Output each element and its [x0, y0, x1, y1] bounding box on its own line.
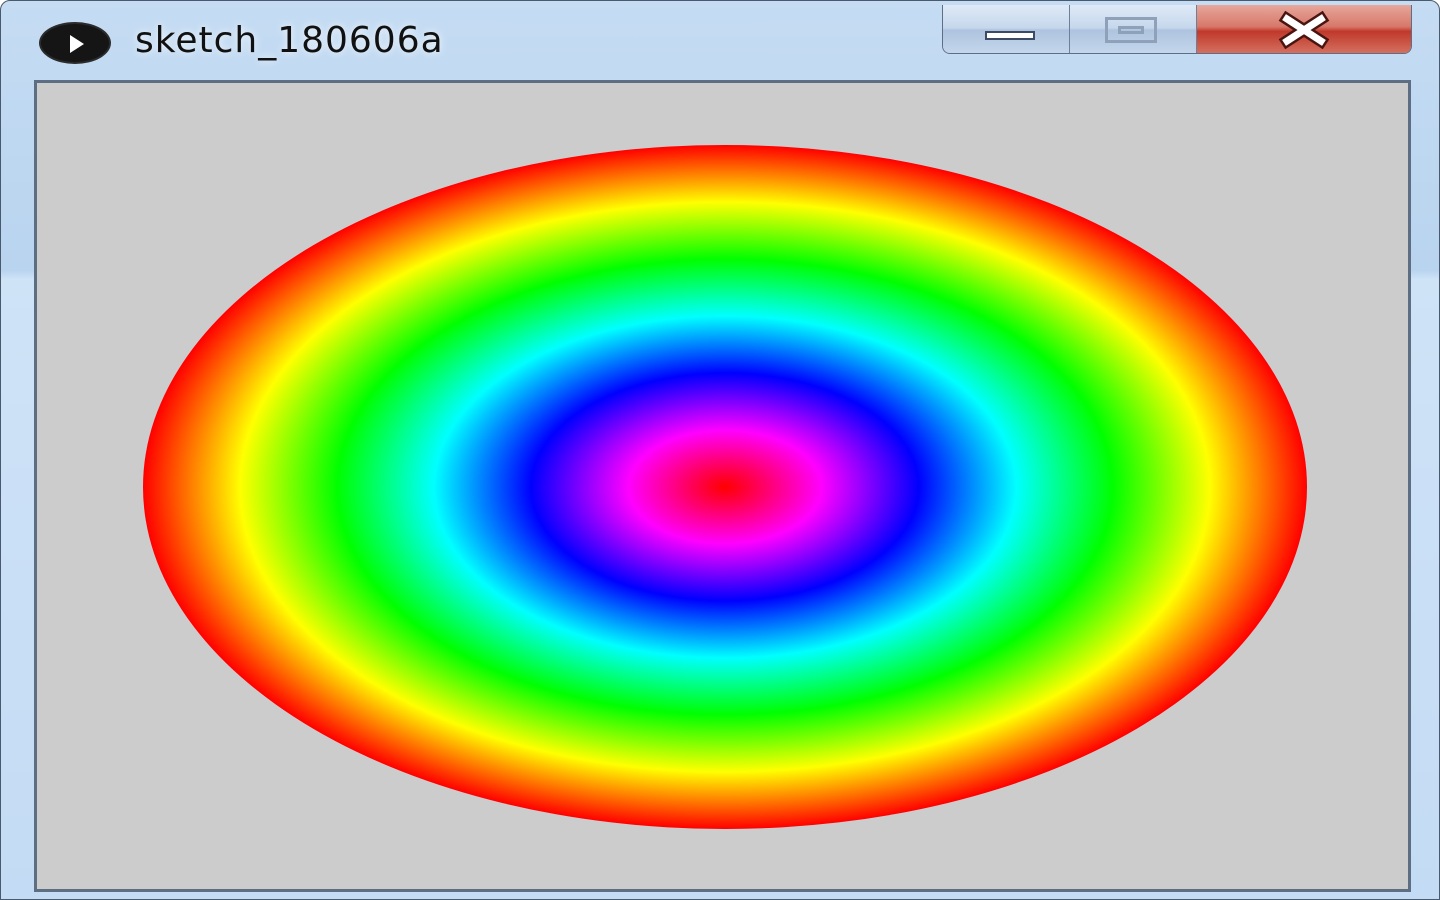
close-button[interactable] — [1197, 5, 1411, 53]
maximize-icon — [1105, 17, 1157, 43]
close-icon — [1278, 10, 1330, 50]
sketch-drawing — [143, 145, 1307, 829]
processing-play-icon[interactable] — [39, 22, 111, 64]
title-bar[interactable]: sketch_180606a — [1, 1, 1439, 79]
rainbow-ellipse — [143, 145, 1307, 829]
window-controls — [942, 5, 1412, 54]
minimize-button[interactable] — [943, 5, 1070, 53]
sketch-canvas[interactable] — [34, 80, 1411, 892]
window-title: sketch_180606a — [135, 20, 444, 61]
maximize-button[interactable] — [1070, 5, 1197, 53]
minimize-icon — [985, 31, 1035, 40]
